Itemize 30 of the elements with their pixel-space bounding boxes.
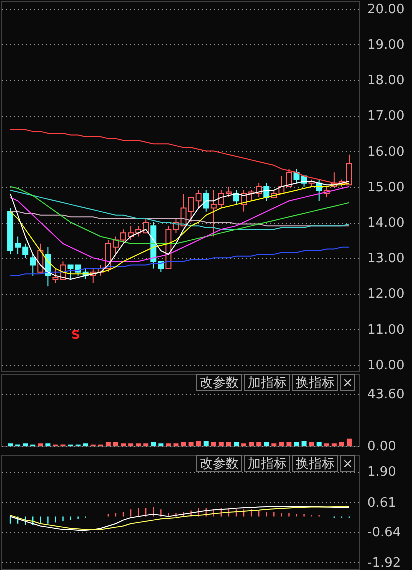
y-tick-label: 10.00 [368, 358, 405, 374]
annotation: × [342, 376, 354, 391]
candlestick [203, 190, 210, 212]
annotation: 改参数 [200, 457, 239, 472]
annotation: 改参数 [200, 376, 239, 391]
annotation: 换指标 [296, 457, 335, 472]
line-series [10, 190, 350, 230]
y-tick-label: 20.00 [368, 2, 405, 18]
y-tick-label: -1.92 [368, 556, 402, 570]
y-tick-label: 13.00 [368, 252, 405, 267]
annotation: 换指标 [296, 376, 335, 391]
y-tick-label: 12.00 [368, 287, 405, 302]
candlestick [38, 243, 44, 273]
y-tick-label: 16.00 [368, 144, 405, 160]
annotation: 加指标 [248, 457, 287, 472]
annotation: S [72, 328, 80, 342]
y-tick-label: 1.90 [368, 465, 396, 480]
annotation: × [342, 457, 354, 472]
y-tick-label: 11.00 [368, 322, 405, 338]
y-tick-label: 19.00 [368, 38, 405, 53]
y-tick-label: -0.64 [368, 525, 402, 540]
candlestick [30, 254, 36, 276]
annotation: 加指标 [248, 376, 287, 391]
y-tick-label: 14.00 [368, 216, 405, 231]
y-tick-label: 15.00 [368, 180, 405, 196]
y-tick-label: 0.00 [368, 440, 396, 454]
y-tick-label: 18.00 [368, 74, 405, 89]
y-tick-label: 17.00 [368, 109, 405, 124]
y-tick-label: 43.60 [368, 388, 405, 403]
y-tick-label: 0.61 [368, 496, 396, 511]
